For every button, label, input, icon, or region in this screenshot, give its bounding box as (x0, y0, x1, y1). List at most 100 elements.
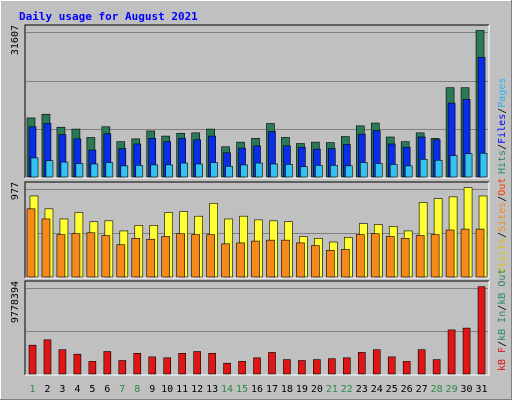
bar-kbytes (73, 353, 82, 375)
day-label: 25 (386, 384, 398, 395)
panel-frame-shadow (24, 280, 489, 375)
day-label: 6 (104, 384, 110, 395)
bar-pages (165, 164, 174, 178)
bar-kbytes (163, 357, 172, 375)
bar-pages (210, 162, 218, 178)
bar-kbytes (432, 359, 441, 375)
bar-sites (400, 238, 410, 278)
bar-sites (445, 229, 455, 278)
bar-pages (255, 162, 263, 178)
bar-sites (191, 234, 200, 278)
bar-kbytes (238, 361, 246, 375)
day-label: 18 (281, 384, 293, 395)
panel-frame-shadow (24, 181, 489, 278)
bar-sites (236, 242, 245, 278)
day-label: 28 (431, 384, 443, 395)
bar-sites (281, 239, 290, 278)
day-label: 13 (206, 384, 218, 395)
bar-kbytes (268, 352, 276, 375)
legend-entry: Visits (497, 238, 508, 274)
bar-kbytes (477, 286, 486, 375)
bar-pages (300, 166, 308, 178)
bar-pages (449, 155, 458, 178)
day-label: 5 (89, 384, 95, 395)
bar-kbytes (28, 344, 37, 375)
legend-entry: / (497, 108, 508, 114)
bar-pages (345, 165, 353, 178)
bar-kbytes (58, 349, 67, 375)
day-label: 17 (266, 384, 278, 395)
bar-kbytes (178, 353, 186, 375)
bar-pages (195, 163, 203, 178)
bar-sites (176, 233, 185, 278)
bar-pages (135, 165, 144, 178)
legend-entry: Sites (497, 202, 508, 232)
bar-pages (30, 157, 39, 178)
bar-sites (56, 234, 66, 278)
bar-pages (434, 159, 443, 178)
day-label: 22 (341, 384, 353, 395)
day-label: 15 (236, 384, 248, 395)
day-label: 4 (74, 384, 80, 395)
bar-sites (86, 232, 96, 278)
bar-pages (45, 160, 54, 178)
bar-kbytes (253, 357, 261, 375)
day-label: 10 (161, 384, 173, 395)
bar-pages (464, 153, 473, 178)
day-label: 26 (401, 384, 413, 395)
bar-kbytes (88, 361, 97, 375)
bar-kbytes (447, 329, 456, 375)
y-max-label: 9778394 (10, 281, 21, 323)
day-label: 16 (251, 384, 263, 395)
legend-entry: / (497, 305, 508, 311)
bar-pages (90, 163, 99, 178)
bar-pages (150, 164, 159, 178)
legend-entry: kB Out (497, 269, 508, 305)
bar-sites (146, 238, 156, 278)
bar-pages (389, 164, 398, 178)
bar-sites (370, 233, 380, 278)
bar-kbytes (103, 351, 112, 375)
bar-kbytes (193, 351, 201, 375)
bar-sites (415, 235, 425, 278)
bar-sites (355, 234, 365, 278)
panel-frame-highlight (25, 281, 490, 376)
bar-kbytes (313, 359, 321, 375)
day-label: 29 (446, 384, 458, 395)
day-label: 12 (191, 384, 203, 395)
day-labels: 1 2 3 4 5 6 7 8 9 10 11 12 13 14 15 16 17 18 19 20 21 22 23 24 2… (29, 384, 487, 395)
bar-pages (419, 159, 428, 178)
day-label: 9 (149, 384, 155, 395)
day-label: 27 (416, 384, 428, 395)
bar-sites (71, 233, 81, 278)
bar-sites (266, 239, 275, 278)
bar-sites (385, 236, 395, 278)
bar-sites (161, 236, 171, 278)
bar-sites (296, 242, 305, 278)
bar-kbytes (462, 327, 471, 375)
panel-frame-shadow (24, 24, 489, 178)
bar-kbytes (372, 349, 381, 375)
day-label: 19 (296, 384, 308, 395)
bar-kbytes (118, 360, 127, 375)
bar-kbytes (328, 358, 336, 375)
day-label: 3 (59, 384, 65, 395)
bar-kbytes (283, 359, 291, 375)
day-label: 1 (29, 384, 35, 395)
bar-sites (475, 228, 485, 278)
legend-entry: Hits (497, 150, 508, 174)
bar-kbytes (43, 339, 52, 375)
bar-sites (41, 218, 51, 278)
bar-pages (270, 163, 278, 178)
legend-entry: / (497, 144, 508, 150)
panel-legend: Visits/Sites/Out (497, 178, 508, 274)
bar-pages (330, 165, 338, 178)
bar-sites (341, 249, 350, 278)
panel-frame-highlight (25, 182, 490, 279)
bar-pages (180, 162, 188, 178)
bar-kbytes (417, 349, 426, 375)
legend-entry: Pages (497, 78, 508, 108)
